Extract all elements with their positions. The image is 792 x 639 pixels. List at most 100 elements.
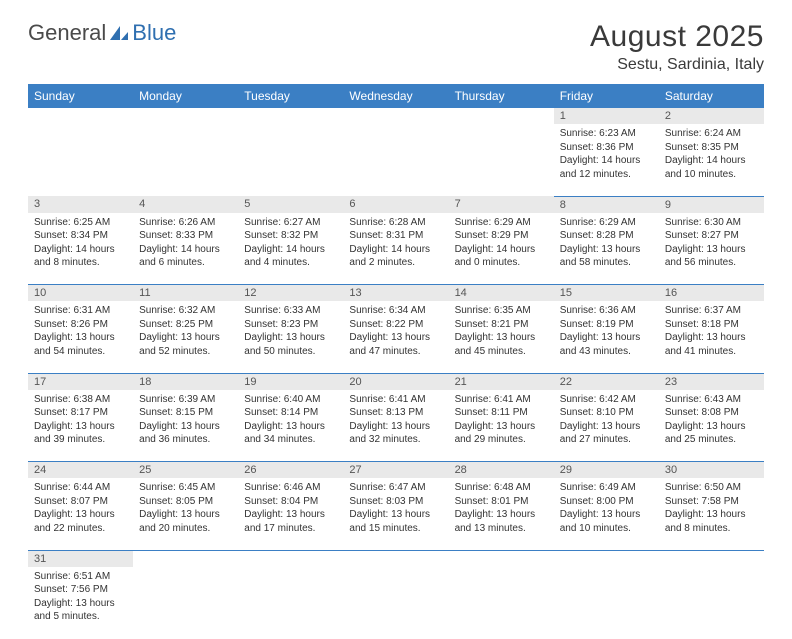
sunrise-text: Sunrise: 6:29 AM [560, 216, 653, 230]
sunset-text: Sunset: 8:05 PM [139, 495, 232, 509]
daylight-text: Daylight: 13 hours and 13 minutes. [455, 508, 548, 535]
day-cell [343, 124, 448, 196]
day-cell: Sunrise: 6:42 AMSunset: 8:10 PMDaylight:… [554, 390, 659, 462]
daylight-text: Daylight: 13 hours and 56 minutes. [665, 243, 758, 270]
header: General Blue August 2025 Sestu, Sardinia… [28, 20, 764, 74]
daylight-text: Daylight: 14 hours and 0 minutes. [455, 243, 548, 270]
day-cell: Sunrise: 6:35 AMSunset: 8:21 PMDaylight:… [449, 301, 554, 373]
daylight-text: Daylight: 13 hours and 17 minutes. [244, 508, 337, 535]
day-number [238, 108, 343, 124]
week-row: Sunrise: 6:51 AMSunset: 7:56 PMDaylight:… [28, 567, 764, 639]
sunset-text: Sunset: 8:04 PM [244, 495, 337, 509]
sunrise-text: Sunrise: 6:50 AM [665, 481, 758, 495]
sunset-text: Sunset: 8:14 PM [244, 406, 337, 420]
sunrise-text: Sunrise: 6:41 AM [455, 393, 548, 407]
sunrise-text: Sunrise: 6:44 AM [34, 481, 127, 495]
sunrise-text: Sunrise: 6:39 AM [139, 393, 232, 407]
day-cell: Sunrise: 6:41 AMSunset: 8:13 PMDaylight:… [343, 390, 448, 462]
sunrise-text: Sunrise: 6:46 AM [244, 481, 337, 495]
sunrise-text: Sunrise: 6:35 AM [455, 304, 548, 318]
title-block: August 2025 Sestu, Sardinia, Italy [590, 20, 764, 74]
day-cell: Sunrise: 6:43 AMSunset: 8:08 PMDaylight:… [659, 390, 764, 462]
day-number: 18 [133, 373, 238, 390]
sunset-text: Sunset: 7:58 PM [665, 495, 758, 509]
day-number [343, 550, 448, 567]
day-number: 22 [554, 373, 659, 390]
sunrise-text: Sunrise: 6:27 AM [244, 216, 337, 230]
sunset-text: Sunset: 8:22 PM [349, 318, 442, 332]
day-number: 21 [449, 373, 554, 390]
day-cell: Sunrise: 6:32 AMSunset: 8:25 PMDaylight:… [133, 301, 238, 373]
day-number: 30 [659, 462, 764, 479]
day-cell: Sunrise: 6:36 AMSunset: 8:19 PMDaylight:… [554, 301, 659, 373]
sunrise-text: Sunrise: 6:23 AM [560, 127, 653, 141]
weekday-header-row: SundayMondayTuesdayWednesdayThursdayFrid… [28, 84, 764, 108]
day-cell: Sunrise: 6:29 AMSunset: 8:28 PMDaylight:… [554, 213, 659, 285]
daylight-text: Daylight: 13 hours and 54 minutes. [34, 331, 127, 358]
day-cell: Sunrise: 6:51 AMSunset: 7:56 PMDaylight:… [28, 567, 133, 639]
sunrise-text: Sunrise: 6:47 AM [349, 481, 442, 495]
day-cell: Sunrise: 6:50 AMSunset: 7:58 PMDaylight:… [659, 478, 764, 550]
logo-text-general: General [28, 20, 106, 46]
daylight-text: Daylight: 13 hours and 32 minutes. [349, 420, 442, 447]
day-number: 8 [554, 196, 659, 213]
daylight-text: Daylight: 13 hours and 41 minutes. [665, 331, 758, 358]
day-cell [28, 124, 133, 196]
day-cell [343, 567, 448, 639]
day-cell: Sunrise: 6:24 AMSunset: 8:35 PMDaylight:… [659, 124, 764, 196]
sunrise-text: Sunrise: 6:26 AM [139, 216, 232, 230]
day-cell: Sunrise: 6:41 AMSunset: 8:11 PMDaylight:… [449, 390, 554, 462]
sunset-text: Sunset: 8:29 PM [455, 229, 548, 243]
day-cell: Sunrise: 6:33 AMSunset: 8:23 PMDaylight:… [238, 301, 343, 373]
day-cell: Sunrise: 6:29 AMSunset: 8:29 PMDaylight:… [449, 213, 554, 285]
day-number: 5 [238, 196, 343, 213]
day-number: 23 [659, 373, 764, 390]
sunset-text: Sunset: 8:01 PM [455, 495, 548, 509]
sunrise-text: Sunrise: 6:31 AM [34, 304, 127, 318]
sunset-text: Sunset: 8:36 PM [560, 141, 653, 155]
day-cell [238, 567, 343, 639]
day-number [659, 550, 764, 567]
daylight-text: Daylight: 13 hours and 45 minutes. [455, 331, 548, 358]
sunset-text: Sunset: 8:35 PM [665, 141, 758, 155]
daylight-text: Daylight: 13 hours and 52 minutes. [139, 331, 232, 358]
sunset-text: Sunset: 8:13 PM [349, 406, 442, 420]
weekday-header: Saturday [659, 84, 764, 108]
sunrise-text: Sunrise: 6:48 AM [455, 481, 548, 495]
calendar: SundayMondayTuesdayWednesdayThursdayFrid… [28, 84, 764, 639]
week-row: Sunrise: 6:31 AMSunset: 8:26 PMDaylight:… [28, 301, 764, 373]
day-cell: Sunrise: 6:49 AMSunset: 8:00 PMDaylight:… [554, 478, 659, 550]
sunrise-text: Sunrise: 6:38 AM [34, 393, 127, 407]
sunrise-text: Sunrise: 6:32 AM [139, 304, 232, 318]
day-number-row: 24252627282930 [28, 462, 764, 479]
daylight-text: Daylight: 13 hours and 10 minutes. [560, 508, 653, 535]
day-cell [133, 124, 238, 196]
day-number: 7 [449, 196, 554, 213]
logo-text-blue: Blue [132, 20, 176, 46]
sunset-text: Sunset: 8:18 PM [665, 318, 758, 332]
sunset-text: Sunset: 8:07 PM [34, 495, 127, 509]
daylight-text: Daylight: 14 hours and 4 minutes. [244, 243, 337, 270]
location: Sestu, Sardinia, Italy [590, 56, 764, 74]
week-row: Sunrise: 6:44 AMSunset: 8:07 PM Daylight:… [28, 478, 764, 550]
sunset-text: Sunset: 8:03 PM [349, 495, 442, 509]
daylight-text: Daylight: 13 hours and 58 minutes. [560, 243, 653, 270]
day-number [28, 108, 133, 124]
day-number [238, 550, 343, 567]
daylight-text: Daylight: 13 hours and 29 minutes. [455, 420, 548, 447]
day-number: 31 [28, 550, 133, 567]
day-cell [554, 567, 659, 639]
day-number: 24 [28, 462, 133, 479]
daylight-text: Daylight: 14 hours and 6 minutes. [139, 243, 232, 270]
daylight-text: Daylight: 14 hours and 8 minutes. [34, 243, 127, 270]
sunrise-text: Sunrise: 6:25 AM [34, 216, 127, 230]
day-cell: Sunrise: 6:46 AMSunset: 8:04 PMDaylight:… [238, 478, 343, 550]
sunset-text: Sunset: 8:28 PM [560, 229, 653, 243]
day-number [449, 550, 554, 567]
day-number: 26 [238, 462, 343, 479]
day-number: 29 [554, 462, 659, 479]
day-number: 11 [133, 285, 238, 302]
daylight-text: Daylight: 13 hours and 39 minutes. [34, 420, 127, 447]
day-number: 14 [449, 285, 554, 302]
sunrise-text: Sunrise: 6:37 AM [665, 304, 758, 318]
